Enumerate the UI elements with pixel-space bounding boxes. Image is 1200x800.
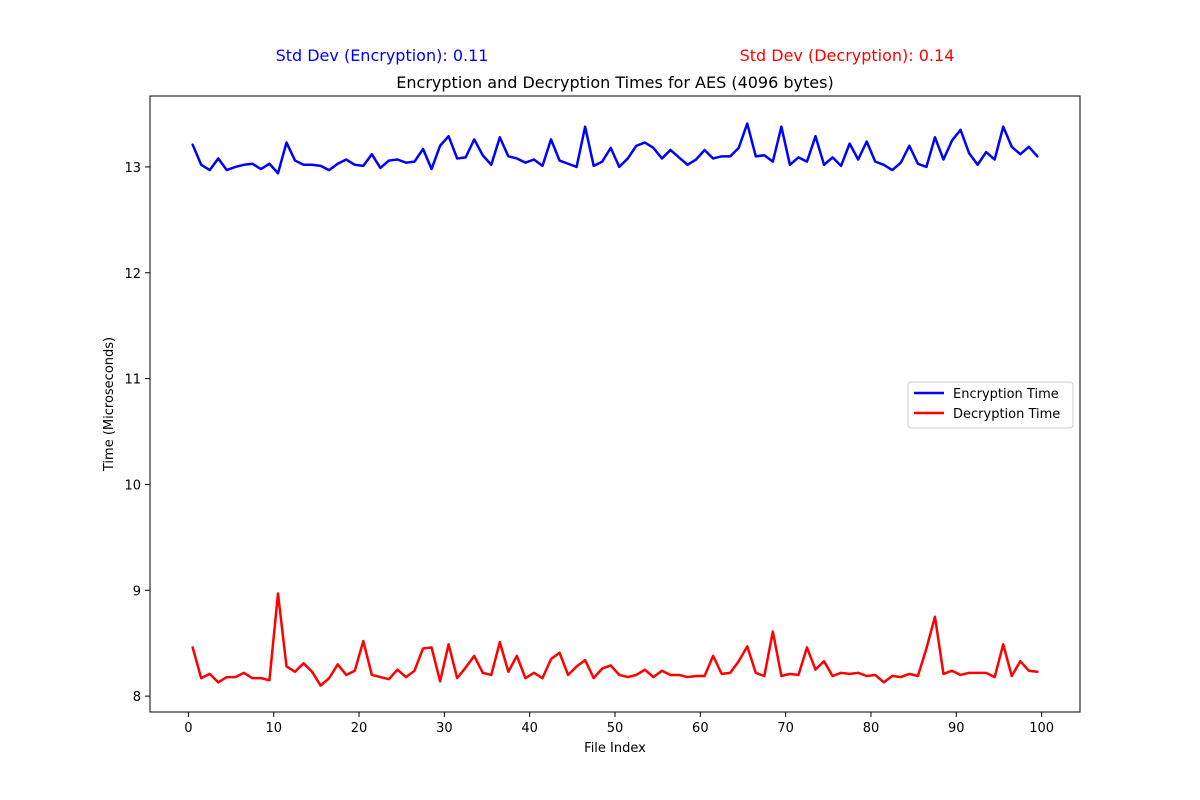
y-tick-label: 10 bbox=[124, 478, 141, 493]
x-tick-label: 70 bbox=[777, 721, 794, 736]
x-tick-label: 0 bbox=[184, 721, 192, 736]
x-tick-label: 90 bbox=[948, 721, 965, 736]
x-tick-label: 100 bbox=[1029, 721, 1054, 736]
legend: Encryption Time Decryption Time bbox=[907, 381, 1074, 429]
x-tick-label: 50 bbox=[607, 721, 624, 736]
legend-label-decryption: Decryption Time bbox=[953, 407, 1060, 422]
x-tick-label: 10 bbox=[265, 721, 282, 736]
y-tick-label: 9 bbox=[133, 584, 141, 599]
series-line-encryption bbox=[191, 122, 1039, 175]
std-dev-encryption-annotation: Std Dev (Encryption): 0.11 bbox=[276, 46, 489, 65]
x-tick-label: 80 bbox=[863, 721, 880, 736]
y-tick-label: 11 bbox=[124, 373, 141, 388]
legend-label-encryption: Encryption Time bbox=[953, 387, 1059, 402]
plot-area: 0 10 20 30 40 50 60 70 80 90 100 8 9 10 11 12 13 File Ind… bbox=[102, 46, 1081, 756]
series-line-decryption bbox=[191, 592, 1039, 687]
std-dev-decryption-annotation: Std Dev (Decryption): 0.14 bbox=[740, 46, 955, 65]
x-axis-label: File Index bbox=[584, 741, 646, 756]
x-tick-label: 40 bbox=[521, 721, 538, 736]
x-tick-label: 60 bbox=[692, 721, 709, 736]
x-tick-label: 20 bbox=[351, 721, 368, 736]
y-tick-label: 12 bbox=[124, 267, 141, 282]
legend-box bbox=[907, 381, 1074, 429]
x-tick-label: 30 bbox=[436, 721, 453, 736]
y-tick-label: 8 bbox=[133, 690, 141, 705]
y-tick-label: 13 bbox=[124, 161, 141, 176]
y-axis-label: Time (Microseconds) bbox=[102, 337, 117, 472]
chart-title: Encryption and Decryption Times for AES … bbox=[396, 73, 833, 92]
